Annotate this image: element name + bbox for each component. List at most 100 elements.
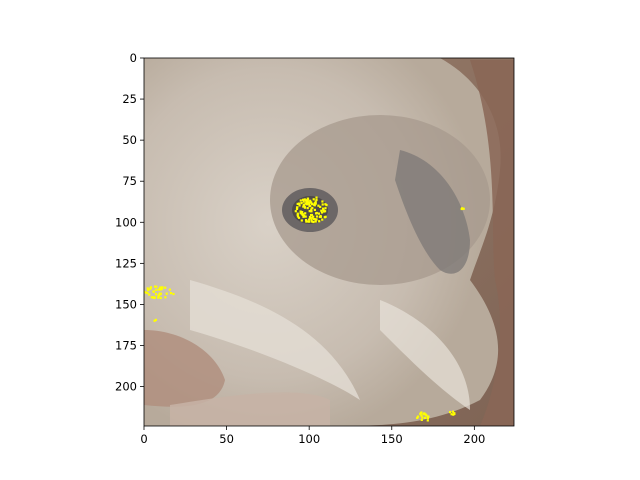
highlight-pixel (313, 204, 316, 207)
highlight-pixel (298, 202, 301, 205)
highlight-pixel (300, 219, 303, 222)
y-tick-label: 175 (115, 339, 137, 353)
highlight-pixel (159, 296, 162, 300)
highlight-pixel (320, 209, 323, 212)
highlight-pixel (320, 211, 324, 214)
highlight-pixel (424, 416, 427, 419)
highlight-pixel (303, 205, 306, 208)
x-tick-label: 50 (219, 432, 234, 446)
highlight-pixel (158, 287, 162, 290)
highlight-pixel (308, 210, 311, 213)
highlight-pixel (451, 410, 455, 413)
highlight-pixel (296, 215, 300, 218)
x-tick-label: 200 (463, 432, 485, 446)
y-tick-label: 25 (122, 92, 137, 106)
highlight-pixel (310, 210, 313, 213)
highlight-pixel (161, 287, 164, 290)
highlight-pixel (416, 415, 420, 418)
highlight-pixel (299, 210, 302, 213)
highlight-pixel (426, 419, 429, 422)
y-tick-label: 0 (130, 51, 137, 65)
highlight-pixel (168, 288, 171, 291)
highlight-pixel (152, 290, 155, 293)
highlight-pixel (308, 204, 311, 207)
highlight-pixel (305, 219, 308, 222)
highlight-pixel (461, 207, 464, 210)
x-tick-label: 150 (381, 432, 403, 446)
highlight-pixel (296, 213, 299, 217)
highlight-pixel (302, 213, 305, 216)
highlight-pixel (154, 285, 157, 288)
highlight-pixel (153, 296, 156, 299)
highlight-pixel (317, 204, 320, 207)
fur-strands (190, 280, 360, 400)
highlight-pixel (313, 218, 316, 221)
highlight-pixel (301, 211, 304, 214)
highlight-pixel (304, 212, 307, 215)
highlight-pixel (303, 198, 306, 201)
x-tick-label: 0 (140, 432, 147, 446)
highlight-pixel (416, 416, 419, 419)
highlight-pixel (312, 220, 315, 224)
highlight-pixel (420, 418, 423, 421)
highlight-pixel (296, 206, 299, 209)
highlight-pixel (318, 220, 321, 223)
highlight-pixel (309, 201, 312, 204)
highlight-pixel (296, 202, 299, 205)
highlight-pixel (304, 202, 307, 205)
highlight-pixel (304, 215, 307, 218)
y-tick-label: 75 (122, 174, 137, 188)
highlight-pixel (313, 208, 316, 211)
highlight-pixel (305, 199, 308, 202)
highlight-pixel (150, 296, 153, 299)
highlight-pixel (422, 413, 425, 416)
y-tick-label: 150 (115, 297, 137, 311)
highlight-pixel (315, 196, 318, 199)
highlight-pixel (323, 216, 326, 219)
highlight-pixel (310, 218, 313, 221)
highlight-pixel (172, 292, 175, 296)
highlight-pixels (144, 196, 465, 422)
highlight-pixel (294, 210, 297, 213)
finger (144, 330, 225, 407)
highlight-pixel (420, 414, 423, 417)
highlight-pixel (299, 212, 302, 215)
highlight-pixel (308, 218, 311, 221)
highlight-pixel (154, 318, 157, 321)
highlight-pixel (149, 287, 152, 290)
highlight-pixel (305, 201, 309, 204)
highlight-pixel (315, 215, 319, 218)
background-right (470, 60, 514, 426)
highlight-pixel (317, 212, 320, 215)
nose-area (395, 150, 470, 274)
y-tick-label: 100 (115, 215, 137, 229)
highlight-pixel (296, 212, 299, 215)
highlight-pixel (311, 202, 314, 206)
highlight-pixel (309, 217, 312, 220)
highlight-pixel (153, 319, 156, 322)
y-tick-label: 125 (115, 256, 137, 270)
highlight-pixel (154, 293, 158, 296)
highlight-pixel (146, 291, 149, 295)
highlight-pixel (450, 413, 453, 416)
highlight-pixel (164, 296, 167, 299)
highlight-pixel (306, 197, 310, 200)
highlight-pixel (297, 216, 301, 219)
highlight-pixel (322, 207, 325, 210)
highlight-pixel (157, 296, 160, 299)
highlight-pixel (324, 210, 327, 213)
highlight-pixel (321, 218, 324, 221)
highlight-pixel (305, 220, 308, 223)
highlight-pixel (314, 220, 317, 223)
highlight-pixel (308, 215, 312, 219)
y-tick-label: 200 (115, 380, 137, 394)
highlight-pixel (314, 200, 317, 203)
highlight-pixel (426, 417, 429, 420)
highlight-pixel (159, 292, 162, 295)
highlight-pixel (164, 286, 167, 289)
highlight-pixel (161, 286, 164, 289)
highlight-pixel (310, 214, 313, 217)
highlight-pixel (421, 416, 424, 419)
highlight-pixel (419, 412, 422, 416)
